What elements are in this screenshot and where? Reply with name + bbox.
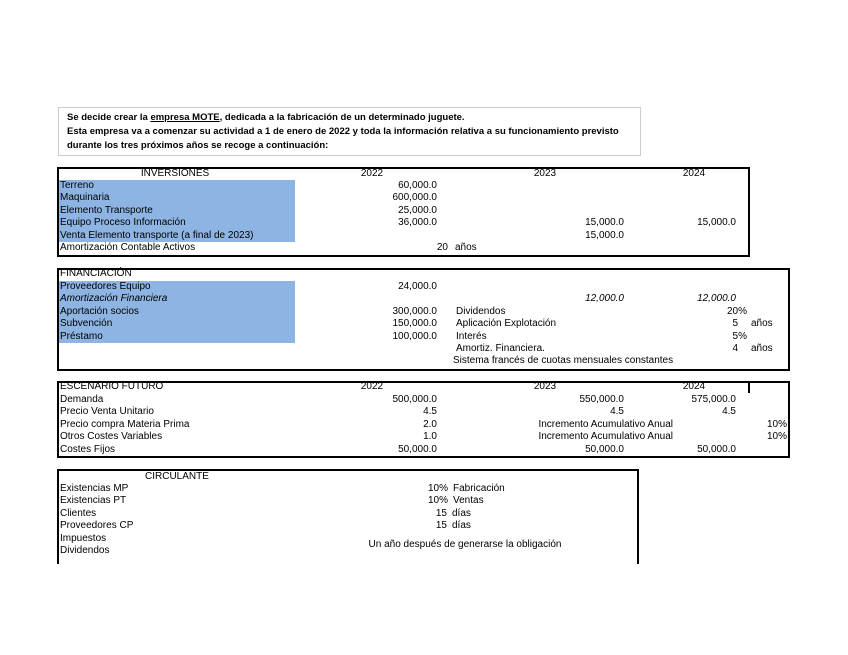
row-label: Otros Costes Variables xyxy=(60,431,163,443)
row-label: Proveedores CP xyxy=(60,520,134,532)
param-value: 4 xyxy=(732,343,738,355)
value-2022: 4.5 xyxy=(423,406,437,418)
row-label: Costes Fijos xyxy=(60,443,116,455)
row-label: Precio compra Materia Prima xyxy=(60,418,190,430)
value-2023: 12,000.0 xyxy=(585,293,624,305)
increment-pct: 10% xyxy=(766,431,787,443)
row-label: Aportación socios xyxy=(60,305,139,317)
value-2023: 15,000.0 xyxy=(585,229,624,241)
row-label: Préstamo xyxy=(60,330,103,342)
value-2024: 50,000.0 xyxy=(697,443,736,455)
amortizacion-label: Amortización Contable Activos xyxy=(60,242,196,253)
param-label: Dividendos xyxy=(456,306,506,317)
value-2024: 575,000.0 xyxy=(691,394,737,405)
circulante-table xyxy=(57,469,639,564)
financiacion-table xyxy=(57,268,790,371)
company-name: empresa MOTE xyxy=(150,112,220,123)
amortizacion-value: 20 xyxy=(436,242,448,253)
param-label: Amortiz. Financiera. xyxy=(456,343,545,355)
value-2022: 2.0 xyxy=(423,418,437,430)
row-label: Elemento Transporte xyxy=(60,204,153,216)
circulante-note: Un año después de generarse la obligació… xyxy=(368,539,562,550)
increment-label: Incremento Acumulativo Anual xyxy=(538,418,673,430)
value-2022: 60,000.0 xyxy=(398,180,437,191)
value-2024: 4.5 xyxy=(722,406,736,418)
row-label: Terreno xyxy=(60,180,94,191)
intro-text-box: Se decide crear la empresa MOTE, dedicad… xyxy=(58,107,641,156)
year-header: 2023 xyxy=(533,168,557,179)
value-2022: 500,000.0 xyxy=(392,394,438,405)
row-label: Precio Venta Unitario xyxy=(60,406,154,418)
year-header: 2022 xyxy=(360,381,384,392)
row-unit: Ventas xyxy=(453,495,484,507)
amortizacion-unit: años xyxy=(455,242,477,253)
value-2022: 150,000.0 xyxy=(392,318,438,330)
circulante-title: CIRCULANTE xyxy=(145,471,209,482)
param-value: 5 xyxy=(732,318,738,330)
row-value: 15 xyxy=(435,520,447,532)
param-value: 20% xyxy=(726,306,747,317)
value-2022: 24,000.0 xyxy=(398,281,437,292)
value-2022: 600,000.0 xyxy=(392,192,438,204)
intro-line-1: Se decide crear la empresa MOTE, dedicad… xyxy=(67,112,465,123)
row-label: Demanda xyxy=(60,394,104,405)
intro-line-2: Esta empresa va a comenzar su actividad … xyxy=(67,126,619,137)
escenario-title: ESCENARIO FUTURO xyxy=(60,381,164,392)
inversiones-table xyxy=(57,167,750,257)
value-2024: 15,000.0 xyxy=(697,217,736,229)
value-2022: 1.0 xyxy=(423,431,437,443)
param-label: Aplicación Explotación xyxy=(456,318,557,330)
param-label: Interés xyxy=(456,330,487,342)
escenario-table xyxy=(57,381,790,458)
row-label: Existencias PT xyxy=(60,495,127,507)
column-divider xyxy=(748,381,750,393)
value-2022: 25,000.0 xyxy=(398,204,437,216)
value-2022: 100,000.0 xyxy=(392,330,438,342)
param-unit: años xyxy=(751,343,773,355)
year-header: 2024 xyxy=(682,168,706,179)
year-header: 2022 xyxy=(360,168,384,179)
value-2023: 50,000.0 xyxy=(585,443,624,455)
row-label: Venta Elemento transporte (a final de 20… xyxy=(60,229,254,241)
increment-label: Incremento Acumulativo Anual xyxy=(538,431,673,443)
row-label: Subvención xyxy=(60,318,113,330)
row-label: Maquinaria xyxy=(60,192,110,204)
financiacion-title: FINANCIACIÓN xyxy=(60,268,132,279)
value-2022: 36,000.0 xyxy=(398,217,437,229)
row-label: Impuestos xyxy=(60,532,107,544)
row-label: Proveedores Equipo xyxy=(60,281,151,292)
row-label: Equipo Proceso Información xyxy=(60,217,186,229)
value-2022: 50,000.0 xyxy=(398,443,437,455)
row-value: 10% xyxy=(427,495,448,507)
row-value: 15 xyxy=(435,507,447,519)
param-value: 5% xyxy=(732,330,747,342)
value-2023: 15,000.0 xyxy=(585,217,624,229)
inversiones-title: INVERSIONES xyxy=(140,168,210,179)
row-unit: Fabricación xyxy=(453,483,505,494)
param-unit: años xyxy=(751,318,773,330)
row-label: Existencias MP xyxy=(60,483,129,494)
row-label: Dividendos xyxy=(60,545,110,556)
row-label: Clientes xyxy=(60,507,97,519)
row-unit: días xyxy=(452,520,471,532)
inversiones-highlight xyxy=(59,180,295,242)
intro-line-3: durante los tres próximos años se recoge… xyxy=(67,140,329,151)
row-label: Amortización Financiera xyxy=(60,293,168,305)
value-2023: 4.5 xyxy=(610,406,624,418)
year-header: 2023 xyxy=(533,381,557,392)
year-header: 2024 xyxy=(682,381,706,392)
row-value: 10% xyxy=(427,483,448,494)
financiacion-highlight xyxy=(59,281,295,343)
financiacion-note: Sistema francés de cuotas mensuales cons… xyxy=(453,355,674,366)
value-2023: 550,000.0 xyxy=(579,394,625,405)
value-2022: 300,000.0 xyxy=(392,305,438,317)
value-2024: 12,000.0 xyxy=(697,293,736,305)
row-unit: días xyxy=(452,507,471,519)
increment-pct: 10% xyxy=(766,418,787,430)
